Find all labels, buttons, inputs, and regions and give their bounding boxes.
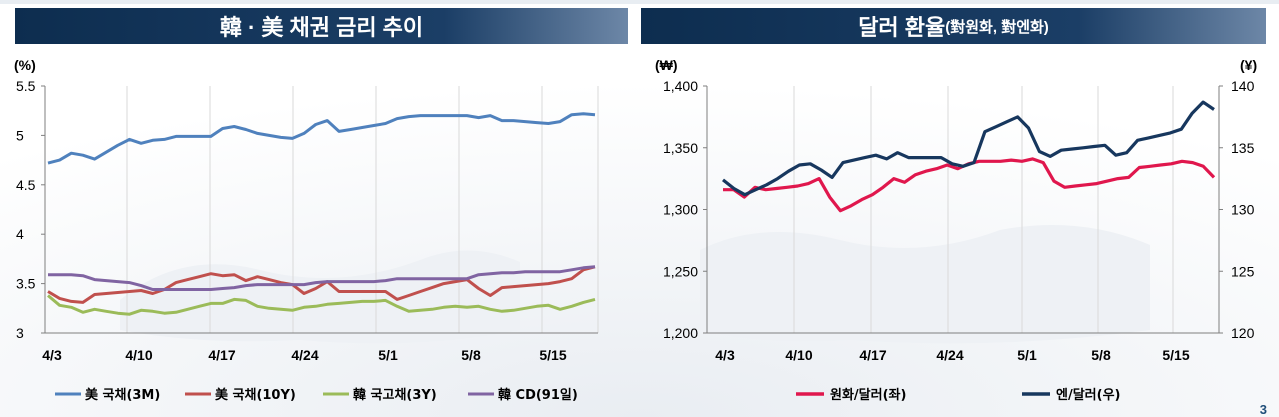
- legend-item: 美 국채(3M): [55, 387, 160, 403]
- left-y-tick-label: 1,200: [663, 325, 698, 341]
- right-y-tick-label: 120: [1231, 325, 1255, 341]
- y-tick-label: 5: [16, 127, 24, 143]
- y-tick-label: 4: [16, 226, 24, 242]
- right-y-tick-label: 135: [1231, 140, 1255, 156]
- series-line: [47, 294, 596, 316]
- left-title-text: 韓 · 美 채권 금리 추이: [219, 15, 424, 40]
- right-title-sub: (對원화, 對엔화): [945, 18, 1049, 36]
- x-tick-label: 4/24: [936, 347, 963, 363]
- top-strip: [0, 0, 1279, 4]
- legend-label: 韓 CD(91일): [498, 387, 578, 403]
- x-tick-label: 5/1: [1017, 347, 1037, 363]
- left-y-unit-label: (₩): [655, 57, 678, 73]
- legend-item: 원화/달러(좌): [796, 387, 906, 403]
- series-line: [722, 100, 1215, 197]
- left-y-tick-label: 1,250: [663, 263, 698, 279]
- right-y-tick-label: 130: [1231, 202, 1255, 218]
- legend-item: 엔/달러(우): [1022, 387, 1120, 403]
- legend-item: 韓 국고채(3Y): [323, 387, 437, 403]
- series-line: [47, 265, 596, 304]
- x-tick-label: 4/17: [208, 347, 235, 363]
- left-panel-title: 韓 · 美 채권 금리 추이: [15, 8, 628, 44]
- series-line: [48, 265, 596, 291]
- legend-label: 엔/달러(우): [1056, 387, 1120, 403]
- x-tick-label: 4/10: [125, 347, 152, 363]
- x-tick-label: 5/15: [1162, 347, 1189, 363]
- legend-item: 韓 CD(91일): [468, 387, 578, 403]
- x-tick-label: 4/3: [42, 347, 62, 363]
- y-unit-label: (%): [14, 57, 36, 73]
- x-tick-label: 4/10: [785, 347, 812, 363]
- right-panel-title: 달러 환율 (對원화, 對엔화): [641, 8, 1266, 44]
- x-tick-label: 4/3: [715, 347, 735, 363]
- left-y-tick-label: 1,350: [663, 140, 698, 156]
- legend-label: 美 국채(10Y): [215, 387, 296, 403]
- x-tick-label: 5/8: [1091, 347, 1111, 363]
- y-tick-label: 5.5: [16, 78, 36, 94]
- bond-rate-chart: 3 3.5 4 4.5 5 5.5 (%) 4/3 4/10 4/17 4/24 5/1 5/8 5/15…: [14, 57, 599, 403]
- legend-item: 美 국채(10Y): [185, 387, 296, 403]
- right-y-tick-label: 140: [1231, 78, 1255, 94]
- x-tick-label: 5/1: [378, 347, 398, 363]
- series-line: [47, 112, 596, 165]
- left-y-tick-label: 1,400: [663, 78, 698, 94]
- x-tick-label: 5/15: [539, 347, 566, 363]
- legend-label: 美 국채(3M): [85, 387, 160, 403]
- y-tick-label: 3.5: [16, 276, 36, 292]
- page-number: 3: [1259, 402, 1267, 417]
- x-tick-label: 4/24: [291, 347, 318, 363]
- y-tick-label: 3: [16, 325, 24, 341]
- x-tick-label: 4/17: [859, 347, 886, 363]
- x-tick-label: 5/8: [461, 347, 481, 363]
- left-y-tick-label: 1,300: [663, 202, 698, 218]
- right-title-main: 달러 환율: [858, 15, 946, 40]
- legend-label: 韓 국고채(3Y): [353, 387, 437, 403]
- y-tick-label: 4.5: [16, 177, 36, 193]
- legend-label: 원화/달러(좌): [830, 387, 906, 403]
- right-y-unit-label: (¥): [1240, 57, 1257, 73]
- right-y-tick-label: 125: [1231, 263, 1255, 279]
